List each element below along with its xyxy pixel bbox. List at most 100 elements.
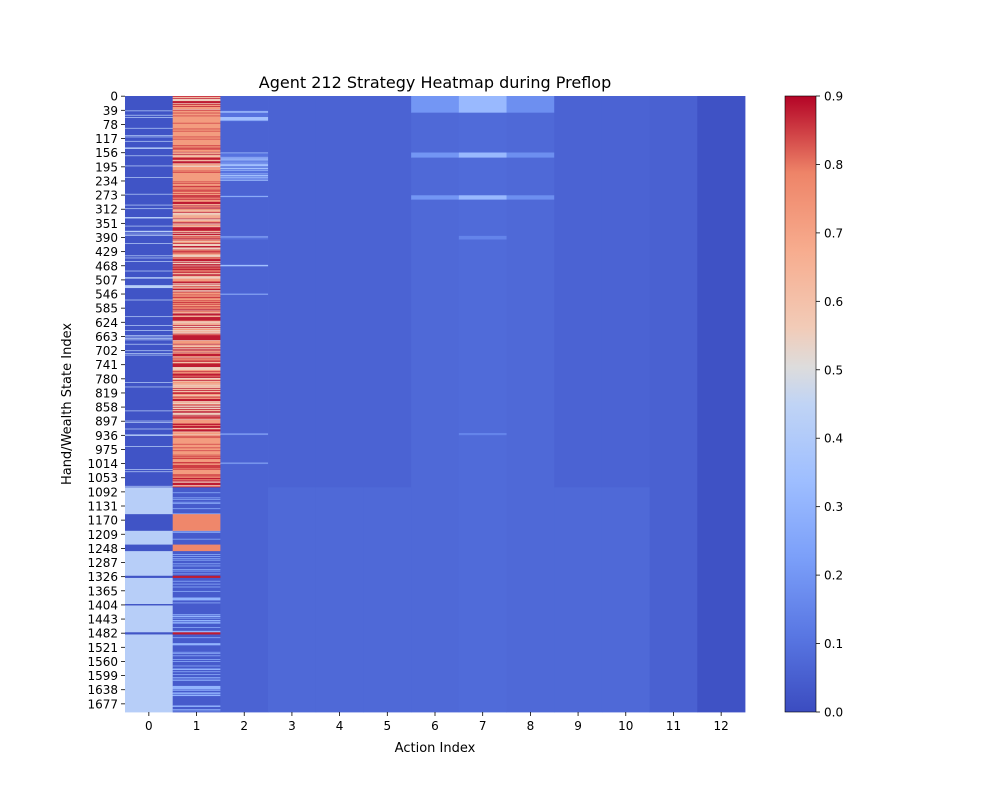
heatmap-cell: [172, 415, 221, 417]
y-tick-label: 936: [95, 429, 118, 443]
heatmap-cell: [172, 429, 221, 432]
heatmap-cell: [172, 181, 221, 183]
heatmap-cell: [172, 266, 221, 269]
heatmap-cell: [220, 173, 269, 175]
heatmap-cell: [172, 661, 221, 663]
x-tick-label: 2: [240, 719, 248, 733]
heatmap-cell: [172, 288, 221, 290]
heatmap-cell: [172, 666, 221, 669]
heatmap-cell: [458, 96, 507, 114]
heatmap-cell: [458, 435, 507, 713]
heatmap-cell: [172, 333, 221, 335]
heatmap-cell: [172, 539, 221, 545]
heatmap-cell: [172, 474, 221, 477]
heatmap-cell: [172, 407, 221, 410]
y-tick-label: 1326: [87, 570, 118, 584]
y-tick-label: 1170: [87, 514, 118, 528]
heatmap-cell: [172, 257, 221, 259]
heatmap-cell: [172, 307, 221, 309]
heatmap-cell: [125, 243, 174, 245]
colorbar-tick-label: 0.7: [824, 226, 843, 240]
heatmap-cell: [172, 674, 221, 676]
heatmap-cell: [411, 199, 460, 713]
heatmap-cell: [125, 117, 174, 119]
x-tick-label: 7: [479, 719, 487, 733]
heatmap-cell: [172, 157, 221, 161]
heatmap-cell: [172, 380, 221, 382]
heatmap-cell: [220, 152, 269, 154]
heatmap-cell: [172, 310, 221, 312]
heatmap-cell: [172, 264, 221, 266]
heatmap-cell: [172, 138, 221, 140]
heatmap-cell: [125, 485, 174, 488]
heatmap-cell: [172, 396, 221, 398]
heatmap-cell: [125, 257, 174, 259]
heatmap-cell: [172, 330, 221, 332]
heatmap-cell: [125, 335, 174, 337]
heatmap-cell: [125, 288, 174, 301]
heatmap-cell: [172, 285, 221, 287]
y-tick-label: 312: [95, 203, 118, 217]
heatmap-cell: [172, 156, 221, 158]
heatmap-cell: [172, 320, 221, 322]
heatmap-cell: [172, 273, 221, 275]
heatmap-cell: [172, 652, 221, 654]
heatmap-cell: [172, 332, 221, 335]
heatmap-cell: [125, 166, 174, 178]
heatmap-cell: [172, 104, 221, 107]
heatmap-cell: [172, 247, 221, 251]
heatmap-cell: [172, 109, 221, 111]
y-tick-label: 819: [95, 386, 118, 400]
heatmap-cell: [172, 241, 221, 244]
heatmap-cell: [125, 115, 174, 118]
heatmap-cell: [172, 195, 221, 198]
heatmap-cell: [172, 151, 221, 153]
heatmap-cell: [172, 376, 221, 379]
heatmap-cell: [172, 390, 221, 392]
heatmap-cell: [172, 386, 221, 388]
heatmap-cell: [172, 492, 221, 494]
heatmap-cell: [172, 627, 221, 629]
heatmap-cell: [172, 240, 221, 242]
heatmap-cell: [172, 211, 221, 213]
heatmap-cell: [172, 533, 221, 540]
heatmap-cell: [125, 354, 174, 356]
heatmap-cell: [172, 223, 221, 225]
heatmap-cell: [315, 96, 364, 488]
heatmap-cell: [172, 479, 221, 481]
heatmap-cell: [172, 685, 221, 690]
heatmap-cell: [172, 309, 221, 311]
heatmap-cell: [172, 417, 221, 419]
heatmap-cell: [172, 313, 221, 316]
y-tick-label: 780: [95, 372, 118, 386]
heatmap-cell: [172, 300, 221, 302]
heatmap-cell: [172, 131, 221, 137]
y-tick-label: 117: [95, 132, 118, 146]
x-tick-label: 6: [431, 719, 439, 733]
heatmap-cell: [172, 651, 221, 653]
heatmap-cell: [172, 475, 221, 477]
heatmap-cell: [172, 232, 221, 235]
heatmap-cell: [172, 665, 221, 667]
heatmap-cell: [172, 321, 221, 324]
heatmap-cell: [172, 146, 221, 148]
heatmap-cell: [172, 405, 221, 408]
heatmap-cell: [220, 176, 269, 178]
heatmap-cell: [172, 350, 221, 352]
heatmap-cell: [125, 177, 174, 179]
y-tick-label: 273: [95, 189, 118, 203]
heatmap-cell: [125, 469, 174, 472]
heatmap-cell: [172, 191, 221, 194]
heatmap-cell: [172, 380, 221, 382]
y-tick-label: 702: [95, 344, 118, 358]
heatmap-cell: [172, 269, 221, 272]
heatmap-cell: [172, 603, 221, 615]
heatmap-cell: [125, 486, 174, 488]
heatmap-cell: [172, 276, 221, 280]
heatmap-cell: [125, 299, 174, 301]
heatmap-cell: [172, 397, 221, 400]
heatmap-cell: [172, 306, 221, 308]
heatmap-cell: [172, 486, 221, 488]
heatmap-cell: [172, 261, 221, 264]
heatmap-cell: [172, 560, 221, 564]
